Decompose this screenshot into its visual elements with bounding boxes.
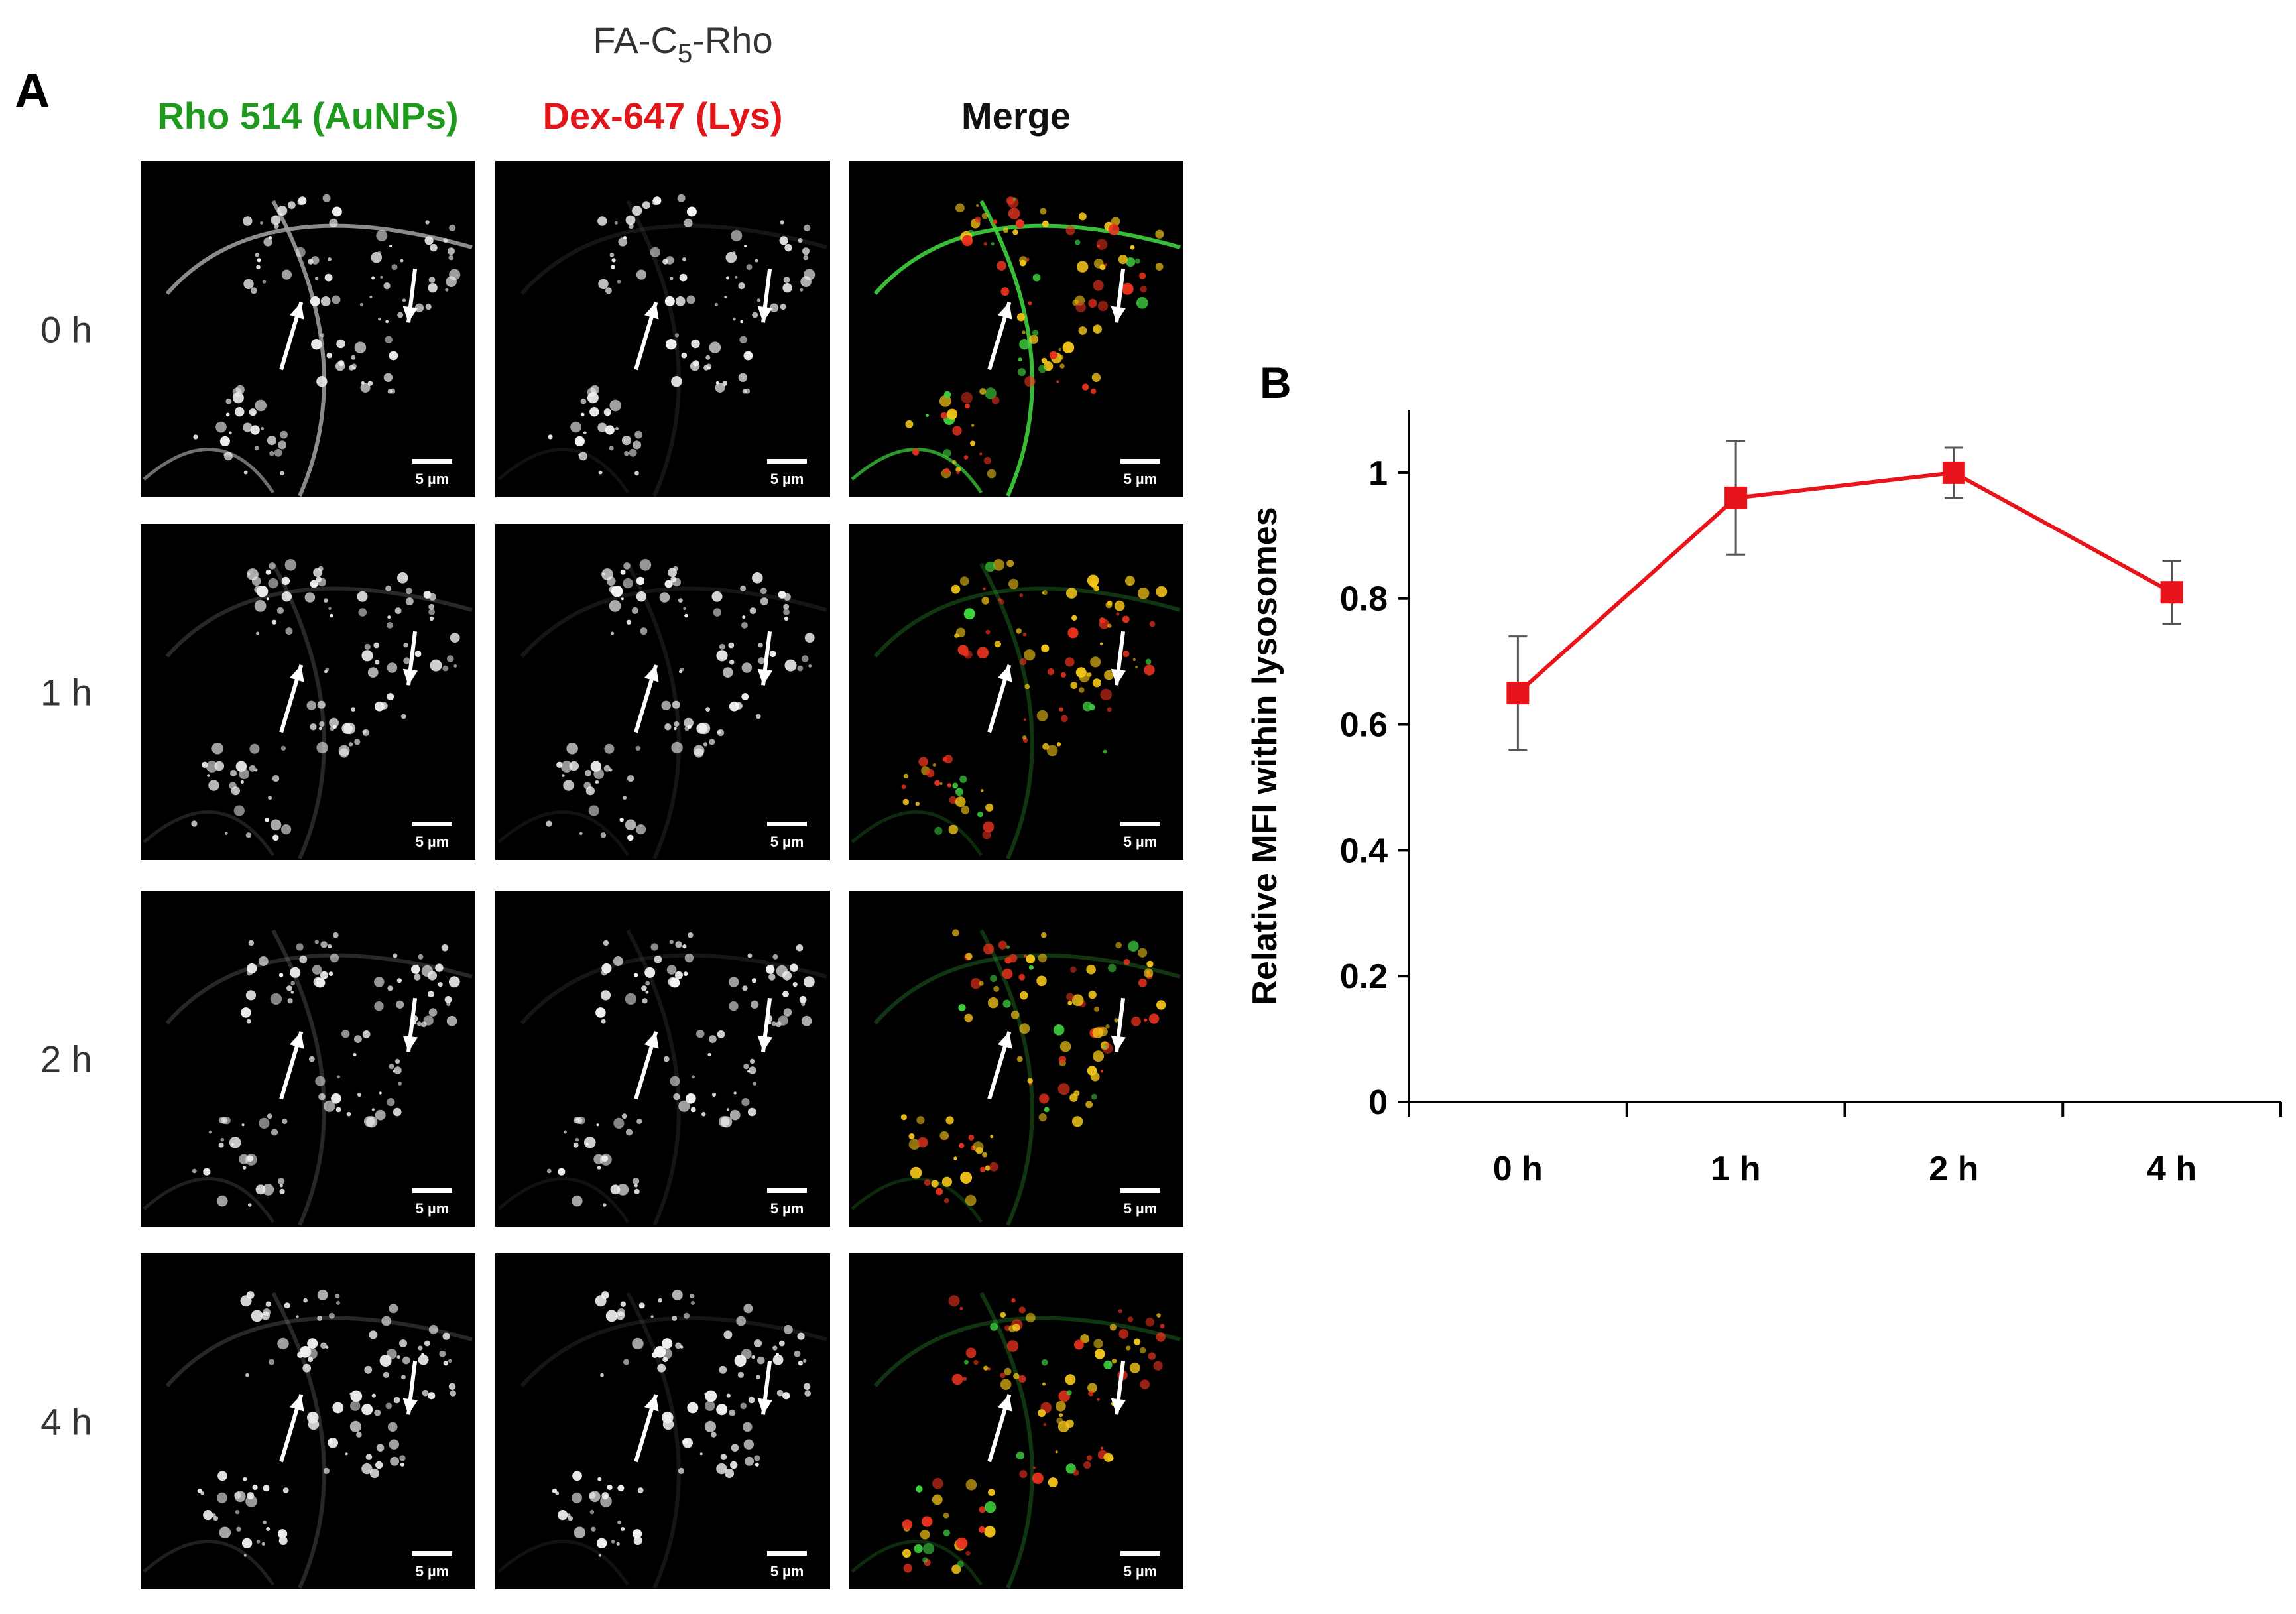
data-point	[1506, 682, 1530, 705]
micrograph-1-1: 5 µm	[141, 161, 475, 497]
scale-bar-label: 5 µm	[770, 471, 804, 487]
scale-bar	[412, 822, 452, 826]
micrograph-3-1: 5 µm	[141, 891, 475, 1227]
micrograph-3-2: 5 µm	[495, 891, 830, 1227]
scale-bar	[1120, 459, 1160, 464]
scale-bar-label: 5 µm	[416, 1563, 450, 1580]
series-polyline	[1516, 470, 2173, 695]
x-tick-label: 0 h	[1493, 1150, 1543, 1188]
row-labels: 0 h 1 h 2 h 4 h	[40, 309, 92, 1443]
panel-a-title-suffix: -Rho	[692, 19, 772, 61]
scale-bar	[767, 1551, 807, 1556]
scale-bar-label: 5 µm	[416, 834, 450, 850]
scale-bar	[1120, 822, 1160, 826]
y-tick-label: 0.4	[1340, 832, 1388, 870]
x-axis-ticks: 0 h 1 h 2 h 4 h	[1408, 1102, 2282, 1188]
panel-b-letter: B	[1260, 358, 1292, 407]
scale-bar	[767, 1188, 807, 1193]
y-tick-label: 0.8	[1340, 580, 1388, 619]
micrograph-4-1: 5 µm	[141, 1253, 475, 1589]
data-points	[1506, 461, 2183, 705]
column-headers: Rho 514 (AuNPs) Dex-647 (Lys) Merge	[157, 95, 1071, 137]
column-header-2: Dex-647 (Lys)	[542, 95, 782, 137]
row-label-1: 0 h	[40, 309, 92, 351]
scale-bar	[412, 1188, 452, 1193]
micrograph-grid: 5 µm 5 µm 5 µm 5 µm 5 µm 5 µm 5 µm 5 µm 5 µm 5 µm…	[141, 161, 1183, 1589]
scale-bar	[1120, 1551, 1160, 1556]
scale-bar-label: 5 µm	[1124, 1200, 1158, 1217]
micrograph-2-3: 5 µm	[849, 524, 1183, 860]
scale-bar-label: 5 µm	[416, 471, 450, 487]
scale-bar	[1120, 1188, 1160, 1193]
micrograph-2-2: 5 µm	[495, 524, 830, 860]
scale-bar-label: 5 µm	[416, 1200, 450, 1217]
scale-bar-label: 5 µm	[1124, 834, 1158, 850]
scale-bar	[767, 459, 807, 464]
x-tick-label: 2 h	[1929, 1150, 1978, 1188]
column-header-1: Rho 514 (AuNPs)	[157, 95, 458, 137]
panel-a-title-prefix: FA-C	[593, 19, 678, 61]
y-axis-label: Relative MFI within lysosomes	[1246, 507, 1284, 1005]
scale-bar	[767, 822, 807, 826]
column-header-3: Merge	[961, 95, 1071, 137]
micrograph-1-2: 5 µm	[495, 161, 830, 497]
panel-a-letter: A	[15, 63, 50, 118]
panel-a-title-subscript: 5	[678, 39, 692, 68]
micrograph-2-1: 5 µm	[141, 524, 475, 860]
micrograph-3-3: 5 µm	[849, 891, 1183, 1227]
y-axis-ticks: 0 0.2 0.4 0.6 0.8 1	[1340, 454, 1409, 1122]
y-tick-label: 0	[1368, 1084, 1388, 1122]
micrograph-4-3: 5 µm	[849, 1253, 1183, 1589]
scale-bar-label: 5 µm	[1124, 1563, 1158, 1580]
data-point	[1942, 461, 1965, 484]
row-label-3: 2 h	[40, 1038, 92, 1080]
micrograph-1-3: 5 µm	[849, 161, 1183, 497]
scale-bar-label: 5 µm	[770, 1200, 804, 1217]
scale-bar	[412, 1551, 452, 1556]
row-label-4: 4 h	[40, 1401, 92, 1443]
scale-bar-label: 5 µm	[770, 834, 804, 850]
scale-bar	[412, 459, 452, 464]
series-line	[1516, 470, 2173, 695]
panel-a-title: FA-C5-Rho	[593, 19, 772, 68]
scale-bar-label: 5 µm	[770, 1563, 804, 1580]
row-label-2: 1 h	[40, 672, 92, 714]
micrograph-4-2: 5 µm	[495, 1253, 830, 1589]
scale-bar-label: 5 µm	[1124, 471, 1158, 487]
data-point	[1724, 486, 1748, 509]
y-tick-label: 0.2	[1340, 958, 1388, 996]
chart-axes	[1408, 410, 2281, 1103]
y-tick-label: 0.6	[1340, 706, 1388, 745]
y-tick-label: 1	[1368, 454, 1388, 493]
error-bars	[1508, 440, 2181, 751]
data-point	[2160, 581, 2183, 604]
line-chart: 0 0.2 0.4 0.6 0.8 1 0 h 1 h 2 h 4 h Relative MFI…	[1246, 410, 2282, 1188]
x-tick-label: 1 h	[1711, 1150, 1761, 1188]
x-tick-label: 4 h	[2147, 1150, 2197, 1188]
